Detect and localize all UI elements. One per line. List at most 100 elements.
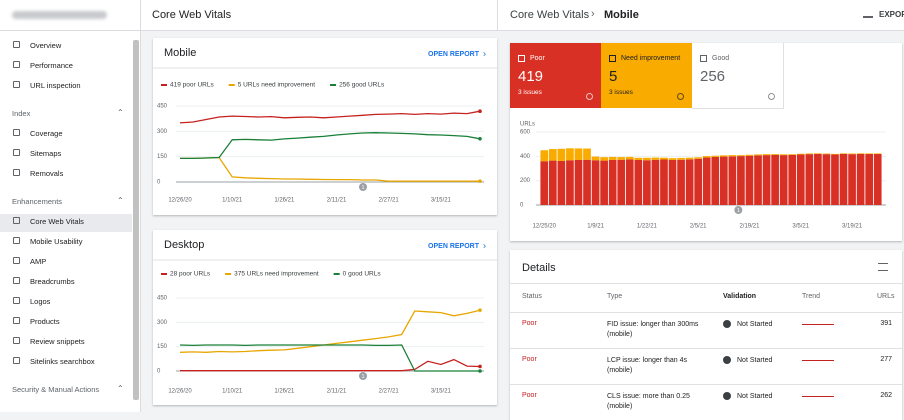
bar-segment [814, 153, 822, 205]
x-tick-label: 2/5/21 [690, 224, 707, 230]
scrollbar [133, 40, 139, 400]
nav-item[interactable]: Logos [30, 297, 51, 306]
bar-segment [805, 154, 814, 205]
link-chevron: › [483, 240, 486, 250]
bar-segment [831, 153, 839, 155]
breadcrumb[interactable]: Core Web Vitals [510, 9, 590, 21]
nav-item[interactable]: Review snippets [30, 337, 85, 346]
breadcrumb-current: Mobile [604, 9, 639, 21]
checkbox [518, 55, 525, 62]
tile-label: Poor [530, 55, 545, 62]
open-report-link[interactable]: OPEN REPORT [428, 51, 480, 58]
nav-item[interactable]: AMP [30, 257, 47, 266]
chevron: ⌃ [117, 196, 124, 205]
export-button[interactable]: EXPORT [879, 10, 904, 19]
bar-segment [540, 161, 549, 205]
tile-label: Good [712, 55, 730, 62]
row-divider [510, 312, 902, 313]
y-tick-label: 0 [520, 203, 524, 209]
status: Poor [522, 320, 537, 327]
annotation-label: 1 [737, 208, 740, 214]
bar-segment [754, 155, 762, 205]
open-report-link[interactable]: OPEN REPORT [428, 243, 480, 250]
help-icon [677, 93, 684, 100]
url-count: 277 [880, 356, 892, 363]
nav-item[interactable]: Sitemaps [30, 149, 62, 158]
bar-segment [566, 148, 574, 161]
nav-icon [13, 129, 20, 136]
annotation-marker [734, 206, 743, 214]
bar-segment [643, 157, 651, 161]
status-icon [723, 392, 731, 400]
bar-segment [856, 153, 865, 205]
nav-icon [13, 337, 20, 344]
bar-segment [831, 154, 839, 205]
export-icon [863, 8, 873, 18]
end-point [478, 369, 482, 373]
bar-segment [711, 156, 720, 205]
y-tick-label: 300 [157, 129, 168, 135]
nav-item[interactable]: Core Web Vitals [30, 217, 84, 226]
nav-item[interactable]: Products [30, 317, 60, 326]
nav-item[interactable]: Performance [30, 61, 73, 70]
legend-label: 375 URLs need improvement [234, 271, 319, 278]
nav-item[interactable]: Breadcrumbs [30, 277, 75, 286]
nav-item[interactable]: Removals [30, 169, 64, 178]
bar-segment [660, 159, 668, 205]
x-tick-label: 12/26/20 [168, 389, 192, 395]
details-card: Details Status Type Validation Trend URLs Poo… [510, 250, 902, 420]
help-icon [768, 93, 775, 100]
bar-segment [651, 159, 660, 205]
bar-segment [745, 155, 754, 205]
end-point [478, 179, 482, 183]
y-tick-label: 600 [520, 130, 531, 136]
nav-item[interactable]: Sitelinks searchbox [30, 357, 95, 366]
divider [497, 0, 498, 30]
nav-item[interactable]: Coverage [30, 129, 63, 138]
series-line [179, 110, 481, 124]
annotation-marker [359, 183, 367, 191]
bar-segment [839, 153, 848, 205]
bar-segment [754, 154, 762, 156]
breadcrumb-separator: › [591, 8, 595, 20]
x-tick-label: 3/19/21 [842, 224, 863, 230]
details-title: Details [522, 262, 556, 274]
bar-segment [634, 159, 643, 205]
nav-icon [13, 237, 20, 244]
status: Poor [522, 392, 537, 399]
summary-tile[interactable]: Good 256 [692, 43, 784, 109]
filter-icon[interactable] [878, 263, 888, 271]
column-header: Validation [723, 293, 757, 300]
nav-highlight [0, 214, 132, 232]
y-tick-label: 400 [520, 154, 531, 160]
tile-value: 256 [700, 68, 726, 85]
y-axis-label: URLs [520, 122, 535, 128]
y-tick-label: 0 [157, 369, 161, 375]
x-tick-label: 3/15/21 [431, 198, 452, 204]
chevron: ⌃ [117, 384, 124, 393]
bar-segment [600, 160, 608, 205]
x-tick-label: 12/26/20 [168, 198, 192, 204]
bar-segment [719, 155, 728, 157]
bar-segment [771, 154, 779, 155]
bar-segment [737, 156, 745, 205]
site-name-blurred [12, 11, 107, 19]
nav-item[interactable]: URL inspection [30, 81, 81, 90]
nav-item[interactable]: Mobile Usability [30, 237, 83, 246]
bar-segment [711, 155, 720, 157]
nav-icon [13, 217, 20, 224]
nav-icon [13, 169, 20, 176]
help-icon [586, 93, 593, 100]
chart: Mobile OPEN REPORT › 0 150 300 450 419 poor URL… [153, 47, 497, 204]
x-tick-label: 2/27/21 [379, 198, 400, 204]
series-line [180, 132, 481, 160]
summary-tile[interactable]: Need improvement 5 3 issues [601, 43, 692, 108]
nav-item[interactable]: Overview [30, 41, 62, 50]
bar-segment [865, 154, 874, 205]
summary-tile[interactable]: Poor 419 3 issues [510, 43, 601, 108]
bar-segment [583, 148, 591, 160]
legend-label: 5 URLs need improvement [238, 82, 316, 89]
end-point [478, 308, 482, 312]
bar-segment [574, 148, 583, 160]
url-count: 391 [880, 320, 892, 327]
